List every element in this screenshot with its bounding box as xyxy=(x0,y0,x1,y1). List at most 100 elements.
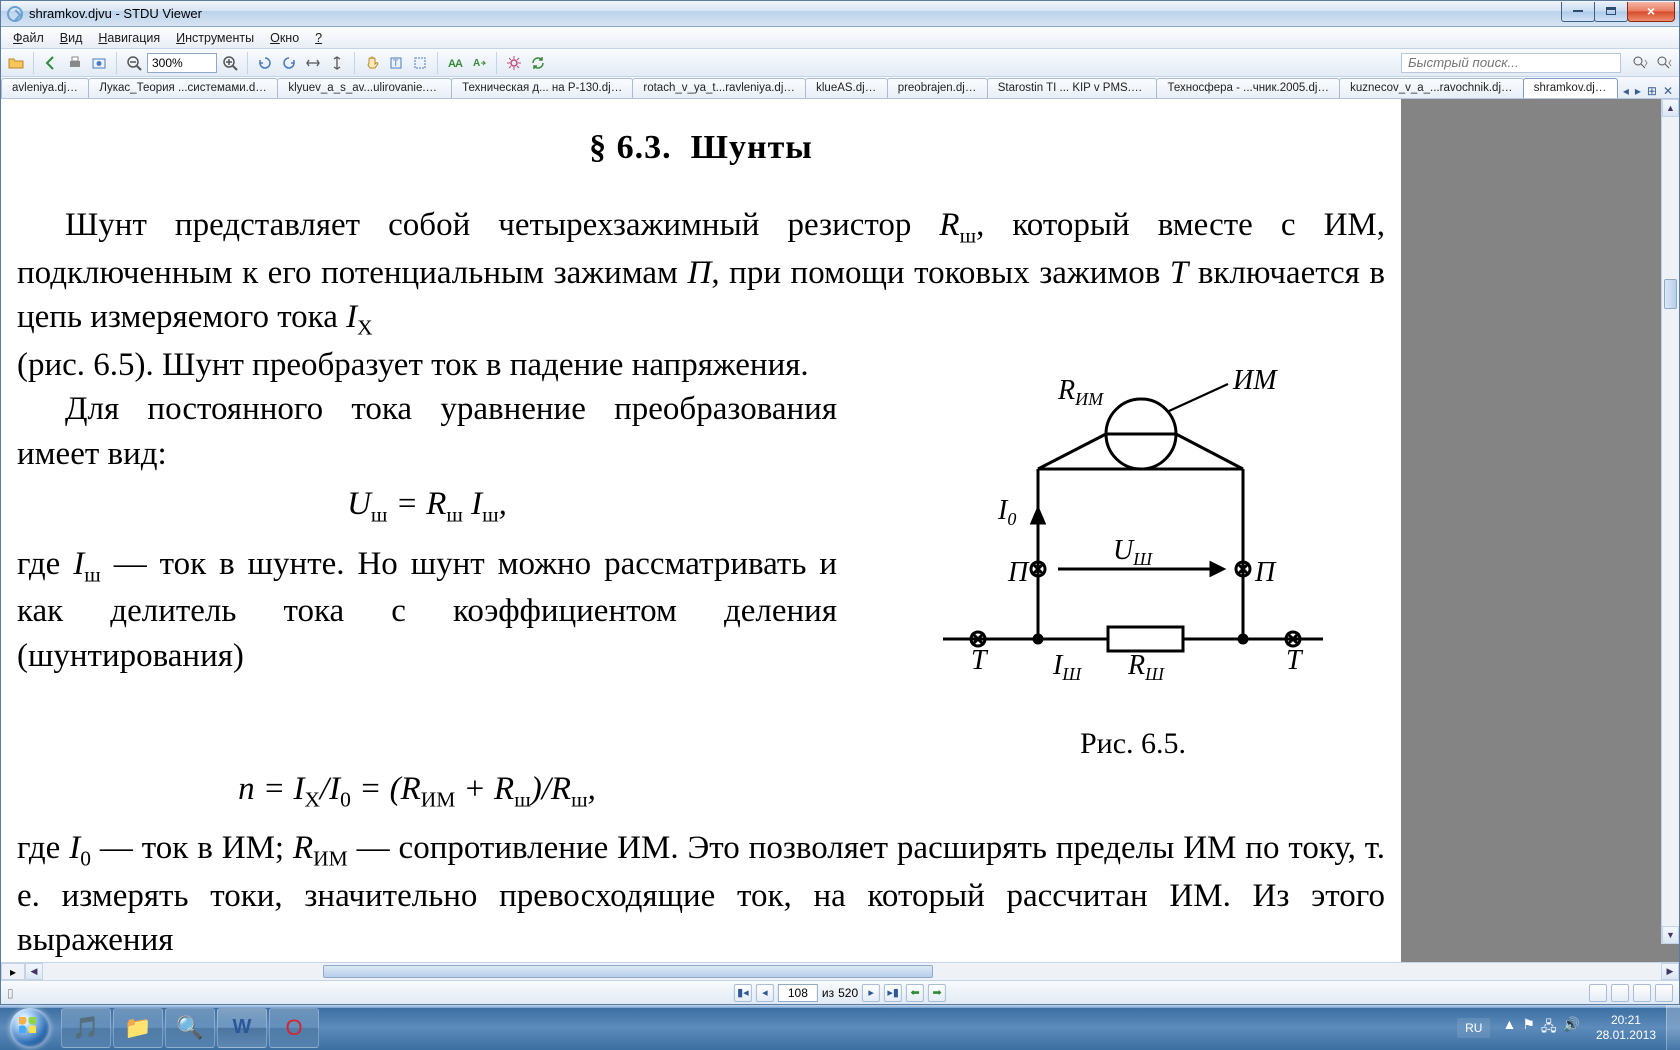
print-icon[interactable] xyxy=(64,52,86,74)
doc-tab[interactable]: avleniya.djvu xyxy=(1,78,89,98)
tab-nav: ◂ ▸ ⊞ ✕ xyxy=(1617,84,1679,98)
menu-view[interactable]: Вид xyxy=(52,28,91,48)
svg-text:T: T xyxy=(971,645,989,676)
doc-tab[interactable]: Техническая д... на Р-130.djvu xyxy=(451,78,633,98)
doc-tab-active[interactable]: shramkov.djvu xyxy=(1523,78,1618,98)
status-bar: ▯ ▮◂ ◂ из 520 ▸ ▸▮ ⬅ ➡ xyxy=(1,980,1679,1004)
taskbar-app-music[interactable]: 🎵 xyxy=(61,1008,111,1048)
menu-navigation[interactable]: Навигация xyxy=(90,28,168,48)
tray-network-icon[interactable]: 🖧 xyxy=(1541,1016,1557,1040)
find-icon[interactable]: AA xyxy=(444,52,466,74)
doc-tab[interactable]: rotach_v_ya_t...ravleniya.djvu xyxy=(632,78,806,98)
taskbar-app-word[interactable]: W xyxy=(217,1008,267,1048)
taskbar-app-opera[interactable]: O xyxy=(269,1008,319,1048)
taskbar-app-stdu[interactable]: 🔍 xyxy=(165,1008,215,1048)
page-number-input[interactable] xyxy=(778,984,818,1002)
view-mode-1-icon[interactable] xyxy=(1589,984,1607,1002)
page-viewport[interactable]: § 6.3. Шунты Шунт представляет собой чет… xyxy=(1,99,1679,962)
doc-tab[interactable]: Starostin TI ... KIP v PMS.pdf xyxy=(987,78,1158,98)
nav-back-icon[interactable] xyxy=(40,52,62,74)
select-region-icon[interactable] xyxy=(409,52,431,74)
fit-page-icon[interactable] xyxy=(326,52,348,74)
rotate-left-icon[interactable] xyxy=(254,52,276,74)
rotate-right-icon[interactable] xyxy=(278,52,300,74)
start-button[interactable] xyxy=(0,1005,60,1050)
svg-text:T: T xyxy=(393,58,399,68)
last-page-button[interactable]: ▸▮ xyxy=(884,984,902,1002)
scroll-up-icon[interactable]: ▲ xyxy=(1662,99,1679,117)
history-fwd-button[interactable]: ➡ xyxy=(928,984,946,1002)
find-next-icon[interactable]: A xyxy=(468,52,490,74)
history-back-button[interactable]: ⬅ xyxy=(906,984,924,1002)
search-next-icon[interactable] xyxy=(1653,52,1675,74)
menu-window[interactable]: Окно xyxy=(262,28,307,48)
doc-tab[interactable]: klyuev_a_s_av...ulirovanie.pdf xyxy=(277,78,452,98)
tray-volume-icon[interactable]: 🔊 xyxy=(1563,1016,1580,1040)
pager: ▮◂ ◂ из 520 ▸ ▸▮ ⬅ ➡ xyxy=(734,984,946,1002)
prev-page-button[interactable]: ◂ xyxy=(756,984,774,1002)
zoom-in-icon[interactable] xyxy=(219,52,241,74)
tab-prev-icon[interactable]: ◂ xyxy=(1623,84,1629,98)
paragraph: Для постоянного тока уравнение преобразо… xyxy=(17,387,837,476)
minimize-button[interactable] xyxy=(1561,2,1595,22)
tab-close-icon[interactable]: ✕ xyxy=(1663,84,1673,98)
svg-text:RШ: RШ xyxy=(1127,650,1165,684)
content-area: § 6.3. Шунты Шунт представляет собой чет… xyxy=(1,99,1679,962)
windows-orb-icon xyxy=(10,1008,50,1048)
equation-2: n = IX/I0 = (RИМ + Rш)/Rш, xyxy=(117,771,717,813)
next-page-button[interactable]: ▸ xyxy=(862,984,880,1002)
svg-text:RИМ: RИМ xyxy=(1057,375,1104,409)
refresh-icon[interactable] xyxy=(527,52,549,74)
clock[interactable]: 20:2128.01.2013 xyxy=(1586,1013,1666,1043)
horizontal-scrollbar[interactable]: ▸ ◀ ▶ xyxy=(1,962,1679,980)
close-button[interactable]: × xyxy=(1627,2,1675,22)
view-mode-2-icon[interactable] xyxy=(1611,984,1629,1002)
maximize-button[interactable] xyxy=(1594,2,1628,22)
settings-icon[interactable] xyxy=(503,52,525,74)
view-mode-4-icon[interactable] xyxy=(1655,984,1673,1002)
doc-tab[interactable]: kuznecov_v_a_...ravochnik.djvu xyxy=(1339,78,1524,98)
figure-caption: Рис. 6.5. xyxy=(881,727,1385,761)
taskbar-app-explorer[interactable]: 📁 xyxy=(113,1008,163,1048)
titlebar[interactable]: shramkov.djvu - STDU Viewer × xyxy=(1,1,1679,27)
equation-1: Uш = Rш Iш, xyxy=(177,486,677,528)
vertical-scrollbar[interactable]: ▲ ▼ xyxy=(1661,99,1679,944)
select-text-icon[interactable]: T xyxy=(385,52,407,74)
fit-width-icon[interactable] xyxy=(302,52,324,74)
taskbar[interactable]: 🎵 📁 🔍 W O RU ▲ ⚑ 🖧 🔊 20:2128.01.2013 xyxy=(0,1005,1680,1050)
scroll-down-icon[interactable]: ▼ xyxy=(1662,926,1679,944)
paragraph: где I0 — ток в ИМ; RИМ — сопротивление И… xyxy=(17,826,1385,962)
menu-file[interactable]: Файл xyxy=(5,28,52,48)
hscroll-thumb[interactable] xyxy=(323,965,933,978)
menu-tools[interactable]: Инструменты xyxy=(168,28,262,48)
svg-text:П: П xyxy=(1007,557,1030,588)
paragraph: где Iш — ток в шунте. Но шунт можно расс… xyxy=(17,542,837,679)
tab-grid-icon[interactable]: ⊞ xyxy=(1647,84,1657,98)
svg-text:UШ: UШ xyxy=(1113,535,1153,569)
menu-help[interactable]: ? xyxy=(307,28,330,48)
search-prev-icon[interactable] xyxy=(1629,52,1651,74)
doc-tab[interactable]: Лукас_Теория ...системами.djvu xyxy=(88,78,278,98)
open-icon[interactable] xyxy=(5,52,27,74)
tray-battery-icon[interactable]: ⚑ xyxy=(1522,1016,1535,1040)
tab-next-icon[interactable]: ▸ xyxy=(1635,84,1641,98)
show-desktop-button[interactable] xyxy=(1666,1005,1680,1050)
sidebar-toggle-icon[interactable]: ▸ xyxy=(1,963,25,980)
scroll-right-icon[interactable]: ▶ xyxy=(1661,963,1679,980)
scroll-thumb[interactable] xyxy=(1664,279,1677,309)
language-indicator[interactable]: RU xyxy=(1457,1018,1490,1038)
doc-tab[interactable]: preobrajen.djvu xyxy=(887,78,988,98)
hand-tool-icon[interactable] xyxy=(361,52,383,74)
view-mode-3-icon[interactable] xyxy=(1633,984,1651,1002)
zoom-out-icon[interactable] xyxy=(123,52,145,74)
zoom-input[interactable] xyxy=(147,53,217,73)
first-page-button[interactable]: ▮◂ xyxy=(734,984,752,1002)
window-title: shramkov.djvu - STDU Viewer xyxy=(29,6,202,21)
doc-tab[interactable]: Техносфера - ...чник.2005.djvu xyxy=(1156,78,1340,98)
scroll-left-icon[interactable]: ◀ xyxy=(25,963,43,980)
paragraph: Шунт представляет собой четырехзажимный … xyxy=(17,203,1385,343)
tray-up-icon[interactable]: ▲ xyxy=(1502,1016,1516,1040)
doc-tab[interactable]: klueAS.djvu xyxy=(805,78,888,98)
screenshot-icon[interactable] xyxy=(88,52,110,74)
quick-search-input[interactable] xyxy=(1401,53,1621,73)
